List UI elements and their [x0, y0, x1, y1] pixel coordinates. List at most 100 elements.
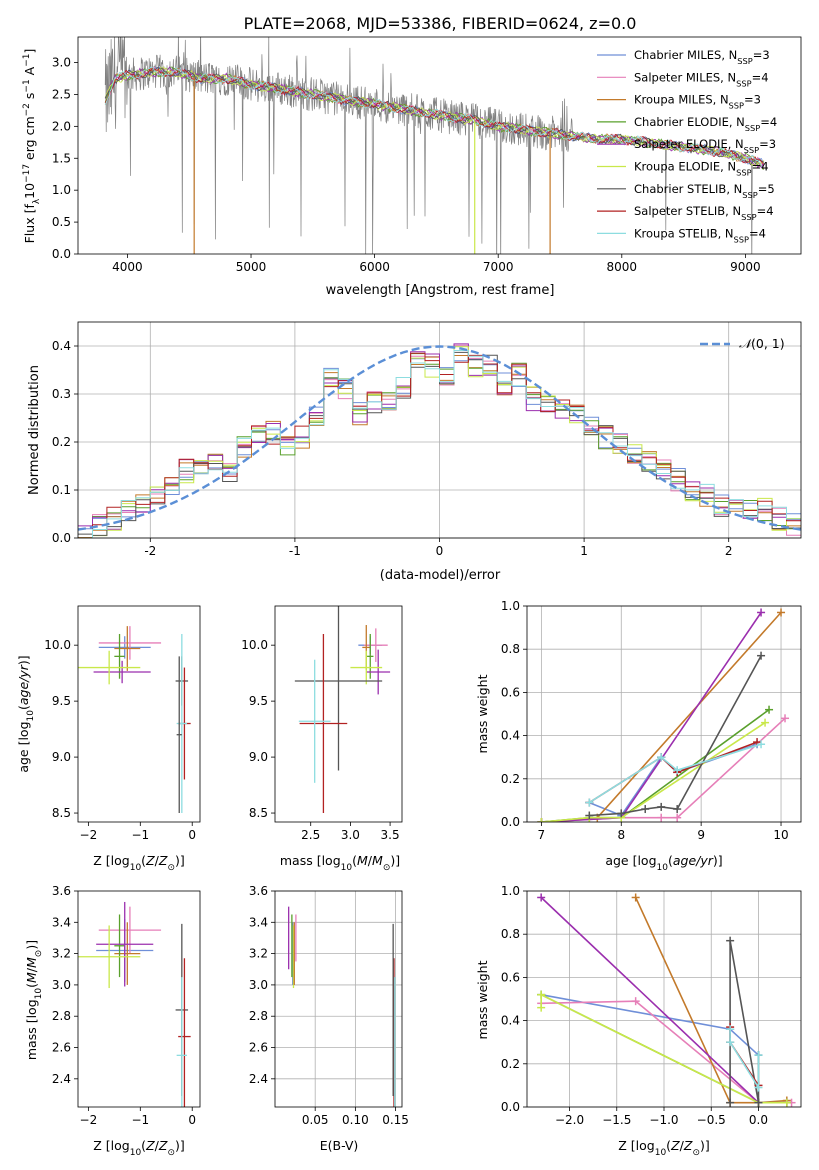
model-spectrum [104, 66, 765, 165]
y-tick-label: 0.6 [501, 685, 520, 699]
x-tick-label: 1 [580, 544, 588, 558]
y-tick-label: 0.0 [52, 531, 71, 545]
weight-series-line [634, 897, 787, 1104]
y-tick-label: 3.4 [249, 915, 268, 929]
weight-series-line [729, 1029, 760, 1091]
plot-area [537, 893, 796, 1107]
weight-series-line [589, 655, 762, 817]
y-tick-label: 0.4 [501, 729, 520, 743]
y-tick-label: 2.8 [249, 1009, 268, 1023]
y-tick-label: 2.0 [52, 119, 71, 133]
x-tick-label: −2.0 [555, 1113, 584, 1127]
y-tick-label: 3.6 [52, 884, 71, 898]
y-tick-label: 3.4 [52, 915, 71, 929]
y-tick-label: 9.0 [52, 750, 71, 764]
x-tick-label: −1 [131, 828, 149, 842]
y-tick-label: 2.8 [52, 1009, 71, 1023]
plot-area [104, 37, 765, 254]
x-tick-label: 8 [617, 828, 625, 842]
x-tick-label: 10 [773, 828, 788, 842]
y-tick-label: 1.5 [52, 151, 71, 165]
y-tick-label: 10.0 [241, 638, 268, 652]
x-tick-label: 7 [538, 828, 546, 842]
y-tick-label: 3.2 [249, 947, 268, 961]
y-tick-label: 0.0 [52, 247, 71, 261]
axes-frame [77, 36, 802, 255]
weight-series-line [588, 743, 762, 804]
figure-title: PLATE=2068, MJD=53386, FIBERID=0624, z=0… [244, 14, 637, 33]
y-axis-label: mass weight [475, 960, 490, 1039]
x-tick-label: 9 [697, 828, 705, 842]
plot-area [78, 626, 191, 814]
x-tick-label: 4000 [112, 260, 143, 274]
x-tick-label: -2 [144, 544, 156, 558]
model-spectrum [104, 67, 765, 166]
legend-entry: Salpeter ELODIE, NSSP=3 [634, 137, 776, 155]
x-tick-label: 9000 [730, 260, 761, 274]
x-tick-label: 3.0 [341, 828, 360, 842]
y-tick-label: 3.0 [52, 56, 71, 70]
y-axis-label: Normed distribution [27, 365, 42, 495]
legend-entry: Kroupa MILES, NSSP=3 [634, 93, 761, 111]
histogram-step [78, 351, 801, 536]
x-tick-label: −1 [131, 1113, 149, 1127]
x-tick-label: 0.05 [302, 1113, 329, 1127]
x-axis-label: wavelength [Angstrom, rest frame] [326, 283, 555, 298]
legend-entry: Chabrier STELIB, NSSP=5 [634, 182, 775, 200]
x-tick-label: 2 [725, 544, 733, 558]
x-tick-label: −0.5 [697, 1113, 726, 1127]
x-axis-label: E(B-V) [320, 1138, 359, 1153]
legend-entry: Salpeter MILES, NSSP=4 [634, 70, 769, 88]
model-spectrum [104, 66, 765, 169]
histogram-step [78, 352, 801, 538]
weight-series-line [540, 993, 787, 1104]
x-axis-label: Z [log10(Z/Z⊙)] [618, 1138, 710, 1158]
x-tick-label: −2 [80, 828, 98, 842]
y-tick-label: 0.2 [501, 1057, 520, 1071]
y-axis-label: mass [log10(M/M⊙)] [24, 940, 44, 1060]
axes-frame [77, 605, 201, 823]
plot-area [294, 606, 391, 814]
y-tick-label: 3.0 [52, 978, 71, 992]
age-vs-mass-panel: 2.5 3.0 3.5 8.5 9.0 9.5 10.0 mass [log10(M/M⊙)] [241, 605, 403, 873]
x-tick-label: 0.10 [342, 1113, 369, 1127]
y-tick-label: 0.2 [52, 435, 71, 449]
y-tick-label: 1.0 [501, 599, 520, 613]
y-tick-label: 0.5 [52, 215, 71, 229]
model-spectrum [104, 67, 765, 165]
x-tick-label: 7000 [483, 260, 514, 274]
y-tick-label: 3.2 [52, 947, 71, 961]
weight-vs-age-panel: 7 8 9 10 0.0 0.2 0.4 0.6 0.8 1.0 age [log10(age/yr… [475, 599, 802, 873]
y-tick-label: 0.4 [52, 339, 71, 353]
y-axis-label: mass weight [475, 674, 490, 753]
y-tick-label: 9.5 [52, 694, 71, 708]
y-axis-label: age [log10(age/yr)] [16, 655, 36, 772]
y-tick-label: 0.2 [501, 772, 520, 786]
normal-curve [78, 345, 801, 531]
y-tick-label: 2.5 [52, 87, 71, 101]
x-tick-label: −1.5 [602, 1113, 631, 1127]
mass-vs-metallicity-panel: −2 −1 0 2.4 2.6 2.8 3.0 3.2 3.4 3.6 Z [log10(Z/Z⊙)… [24, 884, 201, 1158]
legend-entry: Salpeter STELIB, NSSP=4 [634, 204, 774, 222]
y-tick-label: 8.5 [52, 806, 71, 820]
y-tick-label: 0.4 [501, 1014, 520, 1028]
y-tick-label: 0.0 [501, 815, 520, 829]
spectrum-panel: 4000 5000 6000 7000 8000 9000 0.0 0.5 1.0 1.5 2.0 2… [22, 36, 802, 298]
weight-series-line [541, 993, 760, 1056]
y-tick-label: 1.0 [501, 884, 520, 898]
y-tick-label: 2.6 [249, 1041, 268, 1055]
legend-entry: Chabrier ELODIE, NSSP=4 [634, 115, 777, 133]
y-tick-label: 10.0 [44, 638, 71, 652]
x-tick-label: −2 [80, 1113, 98, 1127]
axes-frame [526, 605, 802, 823]
legend-entry: Kroupa STELIB, NSSP=4 [634, 226, 766, 244]
y-tick-label: 0.8 [501, 642, 520, 656]
age-vs-metallicity-panel: −2 −1 0 8.5 9.0 9.5 10.0 Z [log10(Z/Z⊙)] age [lo… [16, 605, 201, 873]
y-tick-label: 8.5 [249, 806, 268, 820]
legend-entry: Chabrier MILES, NSSP=3 [634, 48, 770, 66]
axes-frame [77, 890, 201, 1108]
histogram-step [78, 350, 801, 538]
legend-entry: Kroupa ELODIE, NSSP=4 [634, 160, 769, 178]
plot-area [78, 343, 801, 538]
x-tick-label: 8000 [607, 260, 638, 274]
